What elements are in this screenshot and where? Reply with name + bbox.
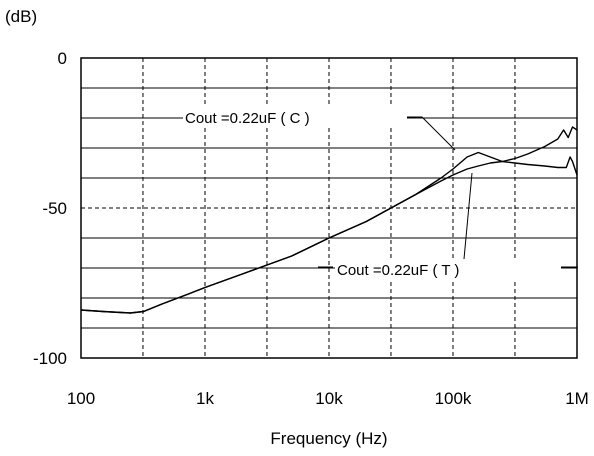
annotation-background xyxy=(335,259,561,279)
annotation-background xyxy=(183,107,407,127)
plot-frame xyxy=(80,57,578,359)
y-tick-label: -100 xyxy=(33,349,67,368)
annotation-leader xyxy=(407,116,456,151)
annotation-label: Cout =0.22uF ( T ) xyxy=(337,262,459,279)
x-tick-label: 100k xyxy=(435,389,472,408)
annotations: Cout =0.22uF ( C ) Cout =0.22uF ( T ) xyxy=(183,107,578,279)
x-tick-label: 1M xyxy=(565,389,589,408)
tick-labels: 100 1k 10k 100k 1M 0 -50 -100 xyxy=(33,49,589,408)
annotation-leader xyxy=(463,172,473,260)
series-lines xyxy=(80,126,578,314)
series-line-t xyxy=(80,126,578,314)
y-tick-label: -50 xyxy=(42,199,67,218)
annotation-label: Cout =0.22uF ( C ) xyxy=(185,110,310,127)
x-tick-label: 10k xyxy=(315,389,343,408)
x-tick-label: 100 xyxy=(67,389,95,408)
y-tick-label: 0 xyxy=(58,49,67,68)
x-tick-label: 1k xyxy=(196,389,214,408)
x-axis-label: Frequency (Hz) xyxy=(270,429,387,448)
y-axis-unit-label: (dB) xyxy=(5,7,37,26)
